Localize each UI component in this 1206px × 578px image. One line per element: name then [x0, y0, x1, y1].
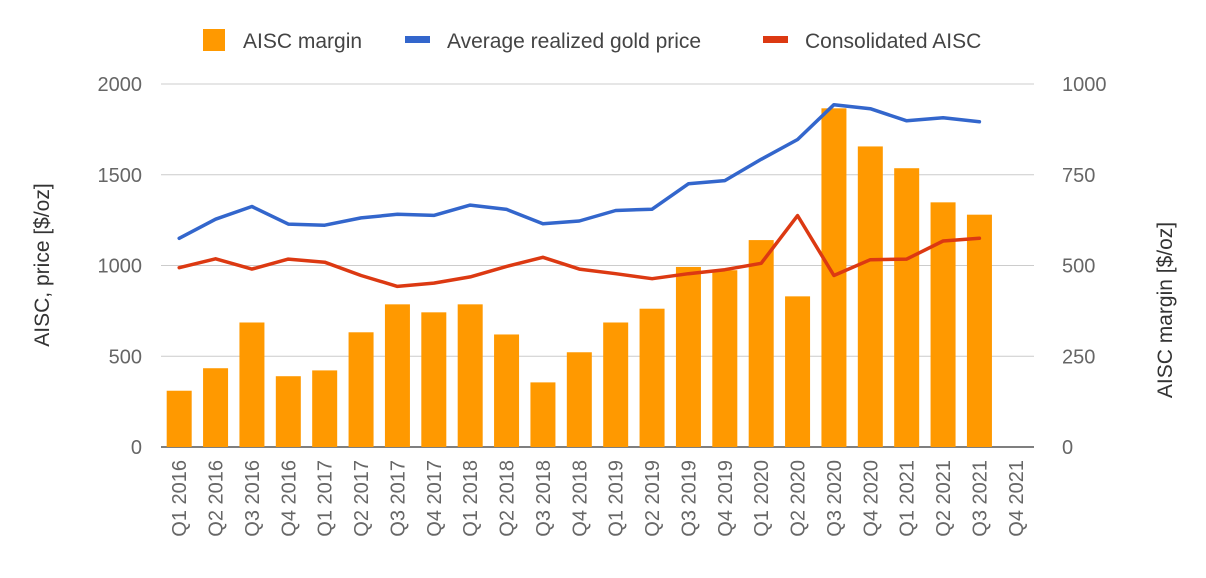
bar-q2-2020 [785, 296, 811, 447]
bar-q3-2021 [966, 214, 992, 447]
bar-q4-2017 [421, 312, 447, 447]
bar-q2-2017 [348, 332, 374, 447]
bar-q2-2018 [494, 334, 520, 447]
gridlines [161, 83, 1034, 448]
legend-label-aisc-margin: AISC margin [243, 30, 362, 53]
x-tick-label: Q1 2021 [897, 460, 919, 537]
bar-q1-2019 [603, 322, 629, 447]
x-axis-ticks: Q1 2016 Q2 2016 Q3 2016 Q4 2016 Q1 2017 Q2 20… [169, 460, 1028, 537]
left-tick-label: 1500 [98, 165, 143, 187]
legend-swatch-average-realized-gold-price [405, 36, 430, 43]
legend: AISC margin Average realized gold price … [203, 29, 981, 53]
x-tick-label: Q2 2016 [206, 460, 228, 537]
x-tick-label: Q1 2016 [169, 460, 191, 537]
x-tick-label: Q3 2021 [969, 460, 991, 537]
bar-q2-2021 [930, 202, 956, 447]
bar-q1-2020 [748, 240, 774, 447]
bar-q3-2017 [384, 304, 410, 447]
right-axis-ticks: 0 250 500 750 1000 [1062, 74, 1107, 459]
bar-q3-2016 [239, 322, 265, 447]
bar-q2-2019 [639, 308, 665, 447]
x-tick-label: Q3 2018 [533, 460, 555, 537]
left-tick-label: 1000 [98, 256, 143, 278]
bar-q3-2018 [530, 382, 556, 447]
bar-series [166, 108, 992, 448]
right-tick-label: 1000 [1062, 74, 1107, 96]
bar-q4-2019 [712, 270, 738, 447]
x-tick-label: Q2 2020 [788, 460, 810, 537]
legend-label-average-realized-gold-price: Average realized gold price [447, 30, 701, 53]
left-tick-label: 500 [109, 346, 142, 368]
x-tick-label: Q2 2018 [497, 460, 519, 537]
legend-item-consolidated-aisc: Consolidated AISC [763, 30, 981, 53]
x-tick-label: Q2 2021 [933, 460, 955, 537]
left-axis-ticks: 0 500 1000 1500 2000 [98, 74, 143, 459]
x-tick-label: Q4 2018 [569, 460, 591, 537]
right-tick-label: 250 [1062, 346, 1095, 368]
left-axis-title: AISC, price [$/oz] [31, 183, 54, 346]
x-tick-label: Q3 2017 [387, 460, 409, 537]
left-tick-label: 0 [131, 437, 142, 459]
bar-q4-2018 [566, 352, 592, 447]
x-tick-label: Q4 2017 [424, 460, 446, 537]
x-tick-label: Q3 2020 [824, 460, 846, 537]
x-tick-label: Q1 2018 [460, 460, 482, 537]
x-tick-label: Q1 2020 [751, 460, 773, 537]
legend-label-consolidated-aisc: Consolidated AISC [805, 30, 981, 53]
legend-swatch-consolidated-aisc [763, 36, 788, 43]
x-tick-label: Q1 2017 [315, 460, 337, 537]
x-tick-label: Q3 2016 [242, 460, 264, 537]
line-series [177, 102, 982, 289]
right-tick-label: 0 [1062, 437, 1073, 459]
bar-q1-2016 [166, 390, 192, 447]
x-tick-label: Q4 2016 [278, 460, 300, 537]
line-average-realized-gold-price [177, 102, 982, 241]
bar-q1-2018 [457, 304, 483, 447]
line-consolidated-aisc [177, 213, 982, 289]
right-axis-title: AISC margin [$/oz] [1154, 222, 1177, 398]
right-tick-label: 500 [1062, 256, 1095, 278]
bar-q1-2021 [894, 168, 920, 447]
bar-q3-2020 [821, 108, 847, 448]
bar-q4-2016 [275, 376, 301, 447]
x-tick-label: Q4 2021 [1006, 460, 1028, 537]
bar-q1-2017 [312, 370, 338, 447]
bar-q4-2020 [857, 146, 883, 447]
x-tick-label: Q2 2017 [351, 460, 373, 537]
x-tick-label: Q4 2019 [715, 460, 737, 537]
legend-item-average-realized-gold-price: Average realized gold price [405, 30, 701, 53]
right-tick-label: 750 [1062, 165, 1095, 187]
x-tick-label: Q4 2020 [860, 460, 882, 537]
legend-item-aisc-margin: AISC margin [203, 29, 362, 53]
legend-swatch-aisc-margin [203, 29, 225, 51]
bar-q3-2019 [675, 266, 701, 447]
x-tick-label: Q2 2019 [642, 460, 664, 537]
bar-q2-2016 [203, 368, 229, 447]
left-tick-label: 2000 [98, 74, 143, 96]
x-tick-label: Q1 2019 [606, 460, 628, 537]
x-tick-label: Q3 2019 [678, 460, 700, 537]
